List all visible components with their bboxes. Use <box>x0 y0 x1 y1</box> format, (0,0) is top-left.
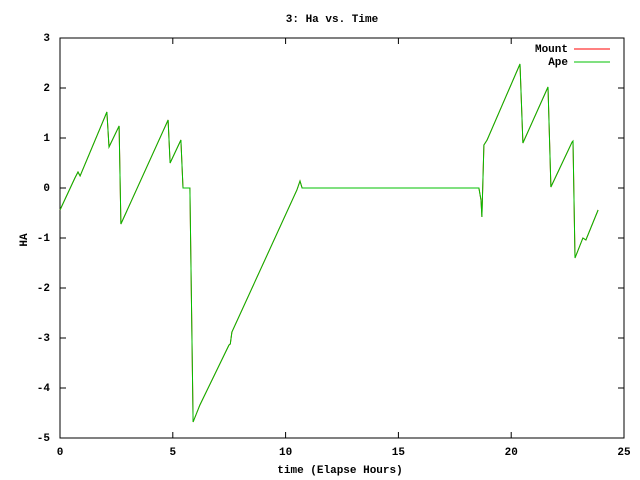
legend-label: Ape <box>548 57 568 69</box>
x-tick-label: 10 <box>279 447 292 459</box>
x-tick-label: 20 <box>505 447 518 459</box>
series-line <box>59 63 599 423</box>
legend-label: Mount <box>535 44 568 56</box>
plot-frame <box>59 37 625 439</box>
y-tick-label: 3 <box>43 33 50 45</box>
y-tick-label: 1 <box>43 133 50 145</box>
chart-title: 3: Ha vs. Time <box>286 14 379 26</box>
y-tick-label: -5 <box>37 433 51 445</box>
y-tick-label: -2 <box>37 283 50 295</box>
series-line <box>59 63 599 423</box>
y-tick-label: -1 <box>37 233 51 245</box>
x-tick-label: 25 <box>617 447 631 459</box>
y-tick-label: 2 <box>43 83 50 95</box>
x-axis-label: time (Elapse Hours) <box>277 465 402 477</box>
x-tick-label: 0 <box>57 447 64 459</box>
y-tick-label: -3 <box>37 333 51 345</box>
y-tick-label: -4 <box>37 383 51 395</box>
x-tick-label: 5 <box>169 447 176 459</box>
y-axis-label: HA <box>19 233 31 247</box>
y-tick-label: 0 <box>43 183 50 195</box>
x-tick-label: 15 <box>392 447 406 459</box>
